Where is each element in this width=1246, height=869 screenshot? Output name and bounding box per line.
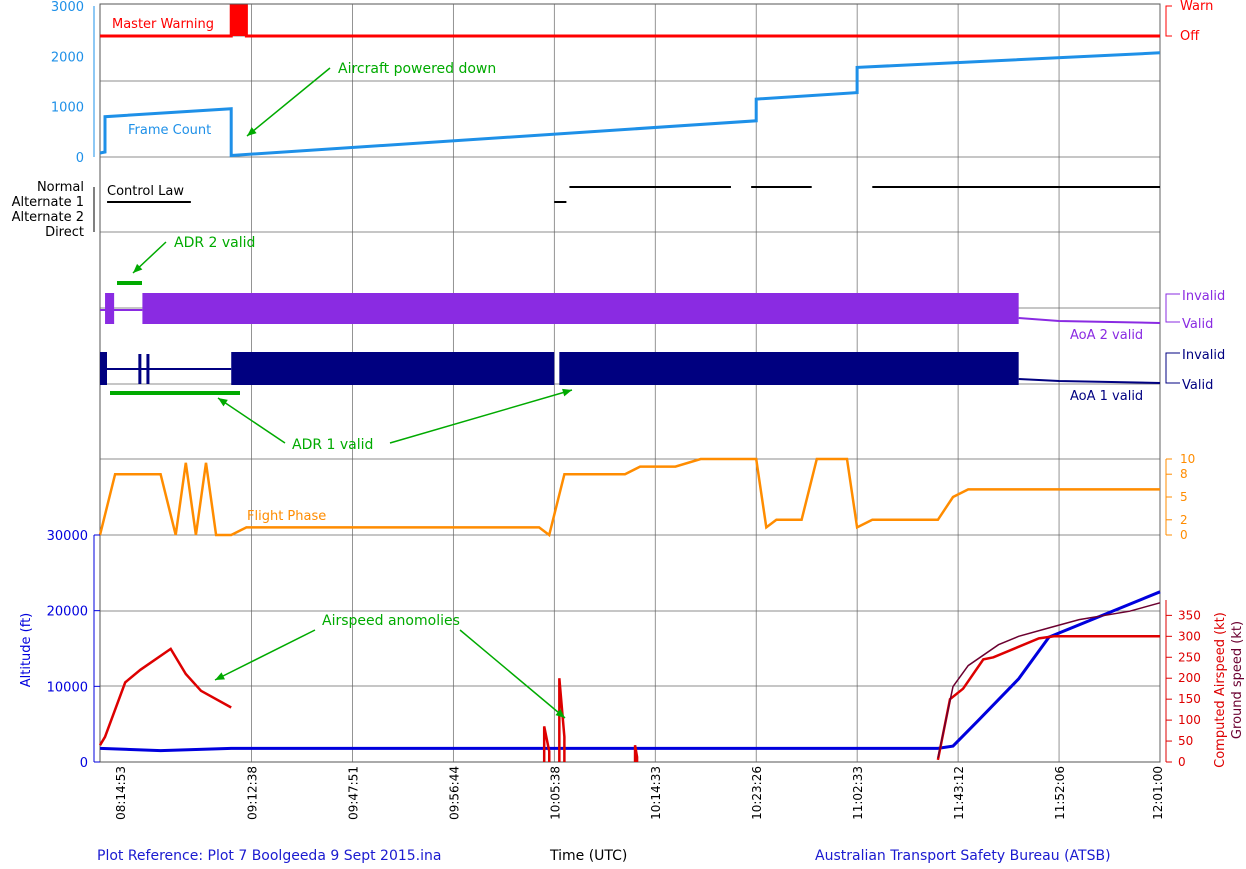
aoa1-band-2 bbox=[559, 352, 1019, 385]
x-tick-label-1: 09:12:38 bbox=[245, 766, 259, 820]
altitude-tick-2: 20000 bbox=[47, 605, 88, 620]
x-tick-label-9: 11:52:06 bbox=[1053, 766, 1067, 820]
x-tick-label-5: 10:14:33 bbox=[649, 766, 663, 820]
frame-count-tick-0: 0 bbox=[76, 151, 84, 166]
flight-phase-tick-3: 8 bbox=[1180, 467, 1188, 481]
aoa2-bracket bbox=[1165, 293, 1180, 323]
altitude-tick-3: 30000 bbox=[47, 529, 88, 544]
control-law-state-3: Direct bbox=[45, 225, 84, 240]
aoa1-band-1 bbox=[231, 352, 555, 385]
arrow-adr2-head bbox=[133, 263, 143, 273]
arrow-airspeed-left-line bbox=[214, 629, 316, 681]
altitude-tick-1: 10000 bbox=[47, 680, 88, 695]
frame-count-label: Frame Count bbox=[128, 123, 211, 138]
altitude-line bbox=[99, 590, 1161, 753]
arrow-airspeed-right-head bbox=[555, 709, 565, 718]
master-warning-label: Master Warning bbox=[112, 17, 214, 32]
control-law-state-2: Alternate 2 bbox=[12, 210, 84, 225]
arrow-airspeed-left-head bbox=[215, 672, 225, 680]
x-tick-label-8: 11:43:12 bbox=[952, 766, 966, 820]
arrow-powered-down-line bbox=[246, 67, 331, 137]
airspeed-tick-1: 50 bbox=[1178, 734, 1193, 748]
control-law-label: Control Law bbox=[107, 184, 184, 199]
aoa1-tail bbox=[1018, 378, 1161, 384]
flight-phase-tick-2: 5 bbox=[1180, 490, 1188, 504]
annotation-adr1-valid: ADR 1 valid bbox=[292, 437, 373, 453]
annotation-aircraft-powered-down: Aircraft powered down bbox=[338, 61, 496, 77]
airspeed-tick-0: 0 bbox=[1178, 755, 1186, 769]
airspeed-tick-5: 250 bbox=[1178, 650, 1201, 664]
frame-count-line bbox=[99, 51, 1161, 158]
arrow-airspeed-right-line bbox=[459, 629, 566, 719]
aoa2-label: AoA 2 valid bbox=[1070, 328, 1143, 343]
airspeed-line-late bbox=[936, 635, 1160, 761]
flight-phase-line bbox=[98, 457, 1160, 538]
aoa2-band bbox=[142, 293, 1019, 324]
master-warning-state-warn: Warn bbox=[1180, 0, 1213, 14]
ground-speed-axis-title: Ground speed (kt) bbox=[1230, 621, 1245, 739]
x-tick-label-3: 09:56:44 bbox=[447, 766, 461, 820]
x-axis: 08:14:53 09:12:38 09:47:51 09:56:44 10:05:38… bbox=[114, 766, 1165, 820]
x-tick-label-4: 10:05:38 bbox=[548, 766, 562, 820]
agency-credit: Australian Transport Safety Bureau (ATSB… bbox=[815, 848, 1111, 864]
aoa2-state-valid: Valid bbox=[1182, 317, 1213, 332]
annotations: Aircraft powered down ADR 2 valid ADR 1 va… bbox=[110, 61, 573, 719]
aoa1-state-valid: Valid bbox=[1182, 378, 1213, 393]
airspeed-tick-2: 100 bbox=[1178, 713, 1201, 727]
aoa2-state-invalid: Invalid bbox=[1182, 289, 1225, 304]
master-warning-bracket bbox=[1165, 5, 1172, 37]
airspeed-anomaly-spike-0 bbox=[542, 726, 551, 762]
x-tick-label-0: 08:14:53 bbox=[114, 766, 128, 820]
master-warning-line bbox=[100, 4, 1160, 38]
frame-count-tick-3: 3000 bbox=[51, 0, 84, 15]
altitude-tick-0: 0 bbox=[80, 756, 88, 771]
aoa2-band-start bbox=[105, 293, 115, 324]
master-warning-state-off: Off bbox=[1180, 29, 1200, 44]
annotation-adr2-valid: ADR 2 valid bbox=[174, 235, 255, 251]
airspeed-tick-6: 300 bbox=[1178, 629, 1201, 643]
airspeed-tick-7: 350 bbox=[1178, 608, 1201, 622]
arrow-adr1-left-line bbox=[217, 397, 286, 444]
aoa1-label: AoA 1 valid bbox=[1070, 389, 1143, 404]
flight-phase-tick-0: 0 bbox=[1180, 528, 1188, 542]
x-axis-title: Time (UTC) bbox=[549, 848, 627, 864]
aoa2-tail bbox=[1018, 317, 1161, 324]
arrow-adr1-right-line bbox=[389, 389, 573, 444]
flight-phase-tick-1: 2 bbox=[1180, 513, 1188, 527]
airspeed-tick-3: 150 bbox=[1178, 692, 1201, 706]
flight-phase-tick-4: 10 bbox=[1180, 452, 1195, 466]
aoa1-spike-0 bbox=[138, 354, 142, 384]
control-law-state-1: Alternate 1 bbox=[12, 195, 84, 210]
x-tick-label-6: 10:23:26 bbox=[750, 766, 764, 820]
altitude-axis-title: Altitude (ft) bbox=[19, 613, 34, 688]
ground-speed-line bbox=[937, 602, 1161, 758]
plot-reference: Plot Reference: Plot 7 Boolgeeda 9 Sept … bbox=[97, 848, 441, 864]
aoa1-bracket bbox=[1165, 352, 1180, 384]
frame-count-tick-1: 1000 bbox=[51, 101, 84, 116]
aoa1-state-invalid: Invalid bbox=[1182, 348, 1225, 363]
airspeed-tick-4: 200 bbox=[1178, 671, 1201, 685]
airspeed-axis-title: Computed Airspeed (kt) bbox=[1213, 612, 1228, 768]
control-law-state-0: Normal bbox=[37, 180, 84, 195]
arrow-adr1-right-head bbox=[562, 388, 572, 397]
aoa1-spike-1 bbox=[146, 354, 150, 384]
master-warning-pulse bbox=[231, 6, 247, 36]
airspeed-line-early bbox=[98, 647, 232, 746]
arrow-adr1-left-head bbox=[218, 398, 228, 407]
frame-count-tick-2: 2000 bbox=[51, 50, 84, 65]
annotation-airspeed-anomalies: Airspeed anomolies bbox=[322, 613, 460, 629]
airspeed-anomaly-spike-1 bbox=[558, 678, 566, 762]
airspeed-anomaly-spike-2 bbox=[633, 745, 639, 762]
x-tick-label-2: 09:47:51 bbox=[346, 766, 360, 820]
flight-phase-label: Flight Phase bbox=[247, 509, 326, 524]
x-tick-label-10: 12:01:00 bbox=[1151, 766, 1165, 820]
arrow-powered-down-head bbox=[247, 127, 257, 136]
x-tick-label-7: 11:02:33 bbox=[851, 766, 865, 820]
